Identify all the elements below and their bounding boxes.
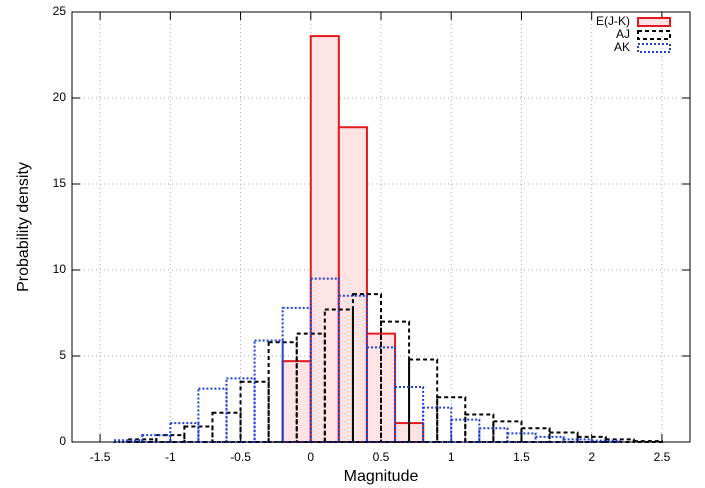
plot-frame (71, 11, 691, 443)
histogram-bar (323, 308, 354, 443)
y-tick-label: 10 (53, 262, 67, 276)
x-tick-label: 0.5 (373, 450, 390, 464)
legend-swatch (637, 43, 671, 53)
x-tick-label: 2.5 (654, 450, 671, 464)
y-tick-label: 15 (53, 176, 67, 190)
x-tick-label: 1 (448, 450, 455, 464)
legend-swatch (637, 30, 671, 40)
x-tick-label: -1.5 (90, 450, 111, 464)
y-tick-label: 5 (59, 348, 66, 362)
y-tick-label: 20 (53, 90, 67, 104)
x-axis-label: Magnitude (344, 468, 419, 485)
histogram-bar (478, 427, 509, 443)
legend-label: E(J-K) (596, 14, 630, 28)
histogram-bar (576, 435, 607, 443)
histogram-bar (253, 339, 284, 443)
histogram-bar (408, 358, 439, 443)
histogram-bar (309, 35, 340, 444)
histogram-bar (492, 420, 523, 443)
histogram-bar (113, 439, 144, 443)
x-tick-label: -1 (165, 450, 176, 464)
histogram-bar (197, 387, 228, 443)
y-axis-label: Probability density (15, 162, 32, 292)
legend-swatch (637, 17, 671, 27)
legend-label: AK (614, 40, 630, 54)
x-tick-label: -0.5 (230, 450, 251, 464)
legend-label: AJ (616, 27, 630, 41)
y-tick-label: 25 (53, 4, 67, 18)
x-tick-label: 1.5 (513, 450, 530, 464)
histogram-bar (590, 439, 621, 443)
x-tick-label: 0 (307, 450, 314, 464)
y-tick-label: 0 (59, 434, 66, 448)
x-tick-label: 2 (588, 450, 595, 464)
histogram-bar (520, 427, 551, 443)
histogram-bar (464, 413, 495, 444)
